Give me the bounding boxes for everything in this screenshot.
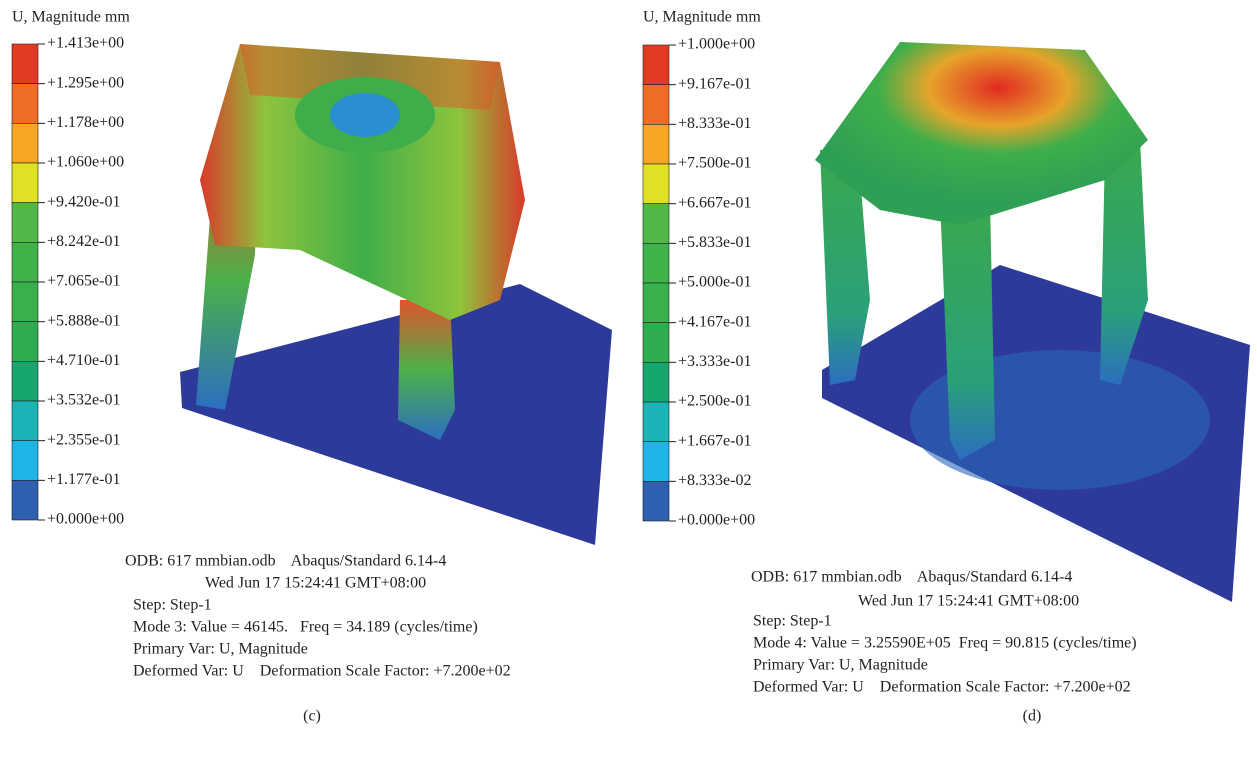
legend-band	[12, 480, 38, 520]
info-mode: Mode 4: Value = 3.25590E+05 Freq = 90.81…	[753, 635, 1137, 652]
info-primary: Primary Var: U, Magnitude	[753, 657, 928, 674]
legend-band	[12, 401, 38, 441]
legend-band	[12, 441, 38, 481]
legend-label: +7.500e-01	[678, 155, 751, 172]
legend-band	[643, 45, 669, 85]
legend-band	[12, 123, 38, 163]
legend-label: +1.295e+00	[47, 74, 124, 91]
info-date: Wed Jun 17 15:24:41 GMT+08:00	[205, 575, 426, 592]
legend-label: +1.060e+00	[47, 154, 124, 171]
legend-band	[643, 124, 669, 164]
legend-label: +8.242e-01	[47, 233, 120, 250]
legend-label: +6.667e-01	[678, 194, 751, 211]
legend-band	[643, 243, 669, 283]
legend-band	[643, 323, 669, 363]
legend-band	[643, 362, 669, 402]
legend-label: +1.177e-01	[47, 471, 120, 488]
legend-band	[12, 203, 38, 243]
legend-label: +3.532e-01	[47, 392, 120, 409]
legend-band	[12, 322, 38, 362]
figure: U, Magnitude mm +1.413e+00 +1.295e+00 +1.17…	[0, 0, 1257, 758]
legend-label: +9.167e-01	[678, 75, 751, 92]
info-mode: Mode 3: Value = 46145. Freq = 34.189 (cy…	[133, 619, 478, 636]
legend-label: +1.413e+00	[47, 35, 124, 52]
legend-label: +5.833e-01	[678, 234, 751, 251]
legend-band	[12, 84, 38, 124]
legend-label: +5.000e-01	[678, 274, 751, 291]
legend-label: +1.000e+00	[678, 36, 755, 53]
legend-title: U, Magnitude mm	[12, 9, 130, 26]
legend-band	[643, 402, 669, 442]
legend-label: +3.333e-01	[678, 353, 751, 370]
info-odb: ODB: 617 mmbian.odb Abaqus/Standard 6.14…	[751, 569, 1072, 586]
legend-band	[12, 44, 38, 84]
legend-band	[643, 85, 669, 125]
info-primary: Primary Var: U, Magnitude	[133, 641, 308, 658]
legend-label: +5.888e-01	[47, 312, 120, 329]
model-d	[815, 42, 1250, 602]
caption: (c)	[303, 708, 321, 725]
legend-label: +7.065e-01	[47, 273, 120, 290]
legend-band	[12, 282, 38, 322]
legend-label: +0.000e+00	[47, 511, 124, 528]
legend-band	[643, 481, 669, 521]
legend-band	[12, 242, 38, 282]
legend-band	[12, 361, 38, 401]
info-odb: ODB: 617 mmbian.odb Abaqus/Standard 6.14…	[125, 553, 446, 570]
info-step: Step: Step-1	[133, 597, 212, 614]
legend-label: +4.710e-01	[47, 352, 120, 369]
legend-label: +4.167e-01	[678, 313, 751, 330]
legend-label: +8.333e-02	[678, 472, 751, 489]
legend-band	[643, 204, 669, 244]
legend-label: +8.333e-01	[678, 115, 751, 132]
info-date: Wed Jun 17 15:24:41 GMT+08:00	[858, 593, 1079, 610]
legend-title: U, Magnitude mm	[643, 9, 761, 26]
model-c	[180, 44, 612, 545]
legend-band	[643, 164, 669, 204]
legend-label: +9.420e-01	[47, 193, 120, 210]
legend-label: +1.667e-01	[678, 432, 751, 449]
info-step: Step: Step-1	[753, 613, 832, 630]
info-deformed: Deformed Var: U Deformation Scale Factor…	[753, 679, 1131, 696]
legend-label: +1.178e+00	[47, 114, 124, 131]
legend-band	[12, 163, 38, 203]
caption: (d)	[1023, 708, 1042, 725]
legend-label: +2.355e-01	[47, 431, 120, 448]
legend-label: +2.500e-01	[678, 393, 751, 410]
legend-band	[643, 442, 669, 482]
legend-label: +0.000e+00	[678, 512, 755, 529]
info-deformed: Deformed Var: U Deformation Scale Factor…	[133, 663, 511, 680]
legend-band	[643, 283, 669, 323]
